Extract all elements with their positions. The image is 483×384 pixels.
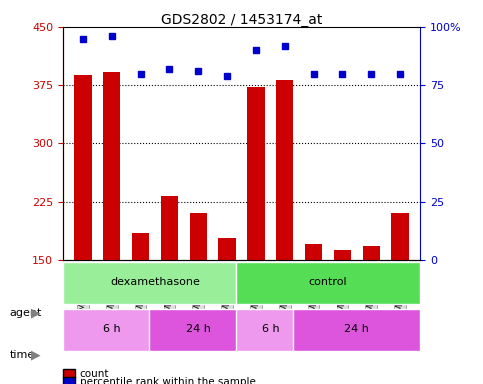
FancyBboxPatch shape [149,309,247,351]
Text: agent: agent [10,308,42,318]
Text: count: count [80,369,109,379]
Bar [161,195,178,260]
Bar [334,250,351,260]
Text: GDS2802 / 1453174_at: GDS2802 / 1453174_at [161,13,322,27]
Bar [391,214,409,260]
FancyBboxPatch shape [236,262,420,304]
Bar [363,246,380,260]
Bar [305,245,322,260]
Text: ▶: ▶ [31,349,41,362]
Text: 24 h: 24 h [186,324,211,334]
Bar [190,214,207,260]
FancyBboxPatch shape [293,309,420,351]
Bar [276,80,293,260]
FancyBboxPatch shape [236,309,305,351]
FancyBboxPatch shape [63,262,247,304]
Bar [132,233,149,260]
Bar [74,75,92,260]
FancyBboxPatch shape [63,309,161,351]
Bar [103,72,120,260]
Text: time: time [10,350,35,360]
Text: dexamethasone: dexamethasone [110,277,200,287]
Bar [218,238,236,260]
Text: 24 h: 24 h [344,324,369,334]
Text: 6 h: 6 h [103,324,121,334]
Text: ▶: ▶ [31,306,41,319]
Bar [247,88,265,260]
Text: control: control [309,277,347,287]
Text: percentile rank within the sample: percentile rank within the sample [80,377,256,384]
Text: 6 h: 6 h [261,324,279,334]
